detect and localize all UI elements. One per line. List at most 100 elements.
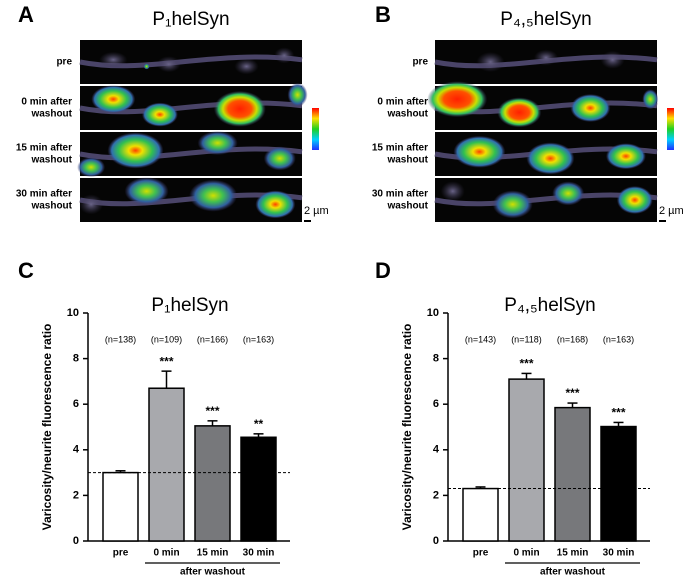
varicosity [107,132,164,169]
micrograph [79,177,303,222]
varicosity [234,58,259,75]
varicosity [476,52,505,72]
bar [194,425,231,542]
varicosity [440,181,465,202]
y-tick-label: 2 [433,489,439,501]
micrograph [434,132,658,176]
varicosity [492,190,533,219]
varicosity [263,146,296,171]
bar [508,378,545,542]
panel-title: P₄,₅helSyn [500,9,591,30]
varicosity [600,50,625,69]
significance: ** [254,417,264,431]
micrograph [79,82,308,130]
varicosity [124,177,169,206]
row-label: washout [386,155,428,166]
significance: *** [159,354,173,368]
bar [240,436,277,542]
bar [554,406,591,542]
varicosity [213,90,266,127]
varicosity [497,97,542,128]
row-label: pre [412,57,428,68]
varicosity [552,181,585,206]
y-tick-label: 8 [433,353,439,365]
row-label: washout [386,109,428,120]
x-tick-label: 15 min [557,548,589,559]
significance: *** [565,386,579,400]
varicosity [427,81,488,118]
group-label: after washout [180,567,246,578]
y-tick-label: 0 [433,535,439,547]
varicosity [605,143,646,170]
row-label: 0 min after [21,97,72,108]
significance: *** [611,406,625,420]
y-tick-label: 2 [73,489,79,501]
y-axis-label: Varicosity/neurite fluorescence ratio [400,324,414,531]
micrograph [79,40,303,84]
n-label: (n=118) [511,334,542,344]
y-tick-label: 4 [73,444,80,456]
row-label: washout [30,109,72,120]
row-label: 15 min after [372,143,428,154]
y-tick-label: 8 [73,353,79,365]
y-tick-label: 10 [427,307,439,319]
y-axis-label: Varicosity/neurite fluorescence ratio [40,324,54,531]
colorbar [312,108,319,150]
varicosity [79,194,104,215]
bar [600,425,637,542]
y-tick-label: 10 [67,307,79,319]
varicosity [287,82,308,107]
significance: *** [205,404,219,418]
chart-title: P₁helSyn [151,295,228,316]
colorbar [667,108,674,150]
varicosity [526,142,575,175]
varicosity [616,186,653,214]
scale-label: 2 µm [659,205,684,217]
y-tick-label: 6 [433,398,439,410]
scale-label: 2 µm [304,205,329,217]
panel-title: P₁helSyn [152,9,229,30]
x-tick-label: 0 min [513,548,539,559]
n-label: (n=138) [105,334,136,344]
micrograph [427,81,659,130]
panel-letter: B [375,2,391,27]
row-label: 0 min after [377,97,428,108]
y-tick-label: 6 [73,398,79,410]
varicosity [99,51,128,68]
row-label: pre [56,57,72,68]
micrograph [434,178,658,222]
varicosity [189,179,238,212]
row-label: washout [30,155,72,166]
row-label: 30 min after [372,189,428,200]
row-label: 30 min after [16,189,72,200]
micrograph [434,40,658,84]
varicosity [156,56,181,73]
y-tick-label: 4 [433,444,440,456]
varicosity [534,49,558,66]
panel-letter: D [375,258,391,283]
n-label: (n=143) [465,334,496,344]
n-label: (n=168) [557,334,588,344]
row-label: 15 min after [16,143,72,154]
varicosity [143,63,150,70]
row-label: washout [386,201,428,212]
x-tick-label: pre [113,548,129,559]
n-label: (n=163) [603,334,634,344]
varicosity [141,102,178,127]
group-label: after washout [540,567,606,578]
y-tick-label: 0 [73,535,79,547]
panel-letter: A [18,2,34,27]
varicosity [453,135,506,168]
row-label: washout [30,201,72,212]
bar [462,487,499,542]
n-label: (n=166) [197,334,228,344]
panel-letter: C [18,258,34,283]
varicosity [570,94,611,122]
significance: *** [519,357,533,371]
varicosity [91,85,136,114]
x-tick-label: 0 min [153,548,179,559]
bar [102,471,139,542]
chart-title: P₄,₅helSyn [504,295,595,316]
n-label: (n=109) [151,334,182,344]
